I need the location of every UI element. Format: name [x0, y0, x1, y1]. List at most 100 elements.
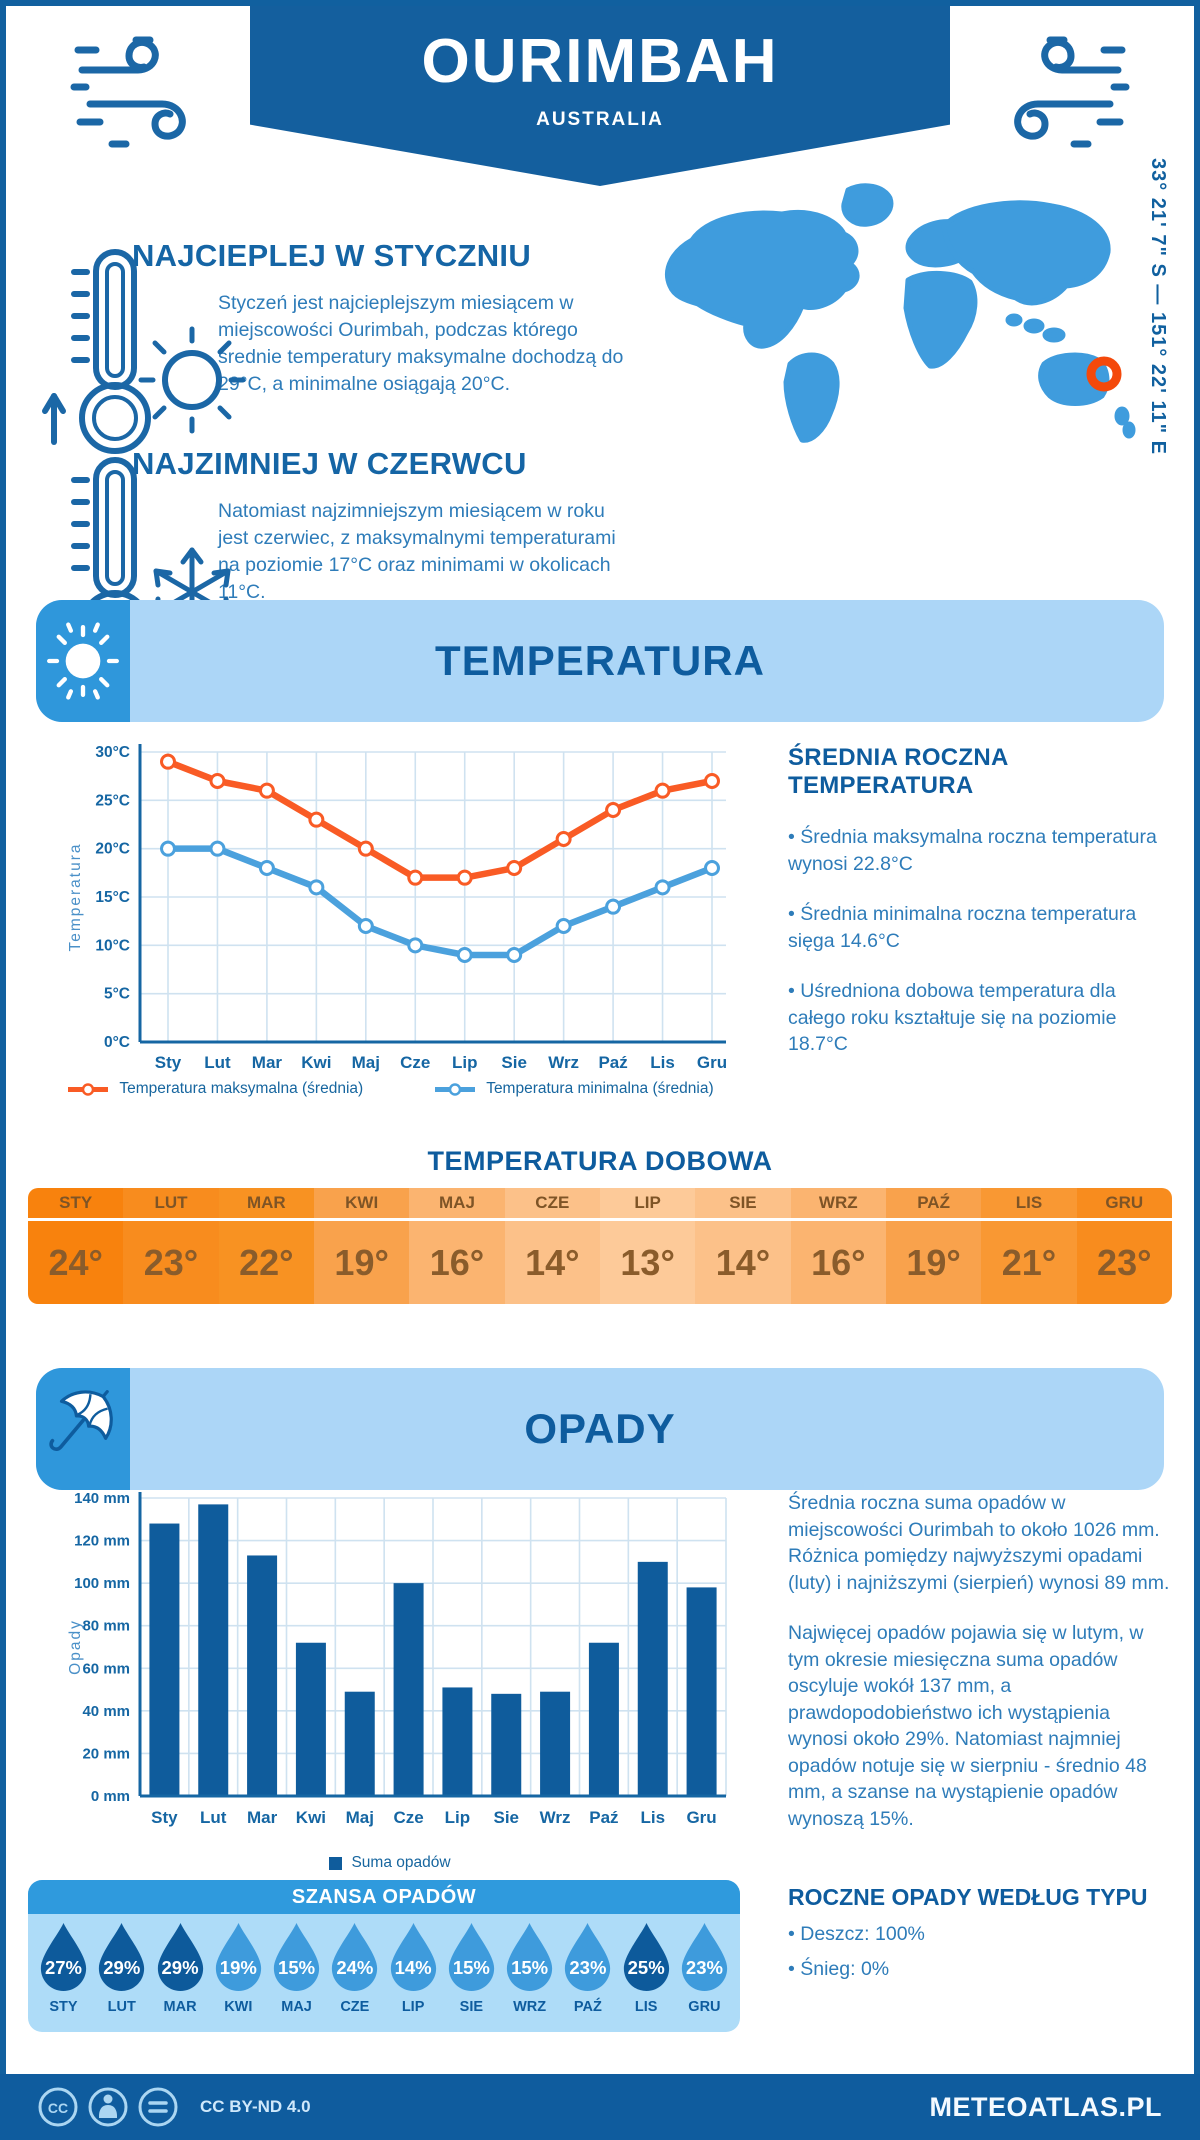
rain-chance-value: 15%: [511, 1957, 549, 1978]
legend-label: Suma opadów: [351, 1854, 451, 1871]
data-point: [704, 860, 720, 876]
data-point: [407, 937, 424, 954]
rain-chance-value: 24%: [336, 1957, 374, 1978]
drop-icon: [273, 1923, 320, 1991]
license-block: CC CC BY-ND 4.0: [36, 2085, 311, 2129]
month-label: PAŹ: [573, 1999, 602, 2015]
tick-label: Temperatura: [67, 842, 84, 951]
data-point: [258, 860, 275, 876]
tick-label: 40 mm: [82, 1703, 130, 1720]
tick-label: 10°C: [95, 937, 130, 954]
rain-chance-drops: 27% STY 29% LUT 29% MAR 19% KWI 15% MAJ 24% CZE 14% L…: [28, 1914, 740, 2015]
daily-temp-column: PAŹ 19°: [885, 1188, 982, 1304]
data-point: [506, 947, 523, 963]
month-label: KWI: [313, 1188, 410, 1221]
month-label: GRU: [1076, 1188, 1172, 1221]
data-point: [308, 811, 325, 828]
rain-chance-value: 19%: [219, 1957, 257, 1978]
month-label: MAR: [163, 1999, 197, 2015]
cc-license-icons: CC: [38, 2087, 178, 2127]
daily-temp-column: STY 24°: [28, 1188, 124, 1304]
by-type-bullet: • Deszcz: 100%: [788, 1923, 925, 1945]
thermometer-up-sun-icon: [42, 249, 245, 454]
daily-temp-value: 23°: [143, 1242, 199, 1283]
month-label: LUT: [107, 1999, 136, 2015]
daily-temperature-heading: TEMPERATURA DOBOWA: [427, 1146, 773, 1176]
month-label: MAJ: [281, 1999, 312, 2015]
precip-bar: [198, 1504, 229, 1796]
month-label: KWI: [224, 1999, 253, 2015]
rain-chance-value: 23%: [569, 1957, 607, 1978]
data-point: [704, 773, 720, 789]
precipitation-section-banner: OPADY: [36, 1368, 1164, 1490]
tick-label: 5°C: [104, 986, 130, 1003]
rain-drop: 15% SIE: [446, 1921, 497, 2015]
tick-label: Lis: [650, 1053, 675, 1072]
tick-label: Paź: [598, 1053, 627, 1072]
temperature-section-banner: TEMPERATURA: [36, 600, 1164, 722]
world-map: [665, 183, 1136, 443]
tick-label: Gru: [697, 1053, 727, 1072]
data-point: [407, 869, 424, 886]
umbrella-tile: [36, 1368, 130, 1490]
rain-chance-title: SZANSA OPADÓW: [28, 1880, 740, 1914]
tick-label: 80 mm: [82, 1618, 130, 1635]
tick-label: Lut: [200, 1808, 227, 1827]
legend-swatch: [329, 1856, 343, 1870]
data-point: [654, 782, 671, 799]
daily-temp-column: MAR 22°: [218, 1188, 314, 1304]
data-point: [209, 773, 226, 789]
tick-label: Lip: [445, 1808, 471, 1827]
tick-label: Sty: [155, 1053, 182, 1072]
legend-item: Suma opadów: [329, 1854, 451, 1872]
tick-label: Kwi: [301, 1053, 331, 1072]
series-line: [164, 758, 716, 881]
drop-icon: [99, 1923, 145, 1991]
month-label: LIS: [981, 1188, 1077, 1221]
tick-label: Maj: [346, 1808, 374, 1827]
legend-item: Temperatura maksymalna (średnia): [66, 1080, 363, 1098]
temperature-line-chart: 0°C 5°C 10°C 15°C 20°C 25°C 30°C Sty Lut Mar Kwi Ma…: [67, 744, 727, 1072]
page-title: OURIMBAH: [421, 27, 779, 96]
precip-bar: [686, 1587, 717, 1796]
tick-label: Sie: [493, 1808, 519, 1827]
rain-drop: 14% LIP: [388, 1921, 439, 2015]
tick-label: Cze: [393, 1808, 423, 1827]
annual-temp-heading: ŚREDNIA ROCZNA TEMPERATURA: [788, 744, 1008, 799]
tick-label: 0°C: [104, 1034, 130, 1051]
daily-temp-value: 19°: [334, 1242, 389, 1283]
precip-bar: [149, 1523, 180, 1796]
precipitation-bar-chart: 0 mm 20 mm 40 mm 60 mm 80 mm 100 mm 120 mm 140 …: [67, 1490, 727, 1827]
drop-icon: [332, 1923, 378, 1991]
rain-chance-value: 25%: [627, 1957, 665, 1978]
tick-label: Cze: [400, 1053, 430, 1072]
daily-temp-column: LUT 23°: [123, 1188, 219, 1304]
rain-chance-value: 15%: [452, 1957, 490, 1978]
temperature-chart-legend: Temperatura maksymalna (średnia) Temperat…: [40, 1080, 740, 1098]
tick-label: Opady: [67, 1619, 84, 1675]
tick-label: 100 mm: [74, 1575, 130, 1592]
data-point: [605, 898, 622, 915]
tick-label: 30°C: [95, 744, 130, 761]
precipitation-description: Średnia roczna suma opadów w miejscowośc…: [788, 1490, 1170, 1832]
tick-label: 15°C: [95, 889, 130, 906]
rain-drop: 29% MAR: [155, 1921, 206, 2015]
annual-temp-bullet: • Średnia minimalna roczna temperatura s…: [788, 903, 1137, 952]
rain-chance-value: 15%: [278, 1957, 316, 1978]
daily-temp-column: LIS 21°: [981, 1188, 1077, 1304]
daily-temp-column: GRU 23°: [1076, 1188, 1172, 1304]
rain-drop: 15% MAJ: [271, 1921, 322, 2015]
coldest-month-block: NAJZIMNIEJ W CZERWCU Natomiast najzimnie…: [40, 446, 670, 662]
rain-chance-value: 29%: [103, 1957, 141, 1978]
precip-bar: [637, 1561, 668, 1796]
data-point: [456, 869, 473, 886]
tick-label: Lip: [452, 1053, 478, 1072]
data-point: [160, 753, 176, 770]
month-label: LIP: [599, 1188, 696, 1221]
month-label: LIS: [634, 1999, 658, 2015]
site-label: METEOATLAS.PL: [929, 2091, 1162, 2122]
precip-paragraph: Najwięcej opadów pojawia się w lutym, w …: [788, 1622, 1147, 1830]
warmest-text: Styczeń jest najcieplejszym miesiącem w …: [218, 292, 624, 395]
rain-drop: 25% LIS: [621, 1921, 672, 2015]
